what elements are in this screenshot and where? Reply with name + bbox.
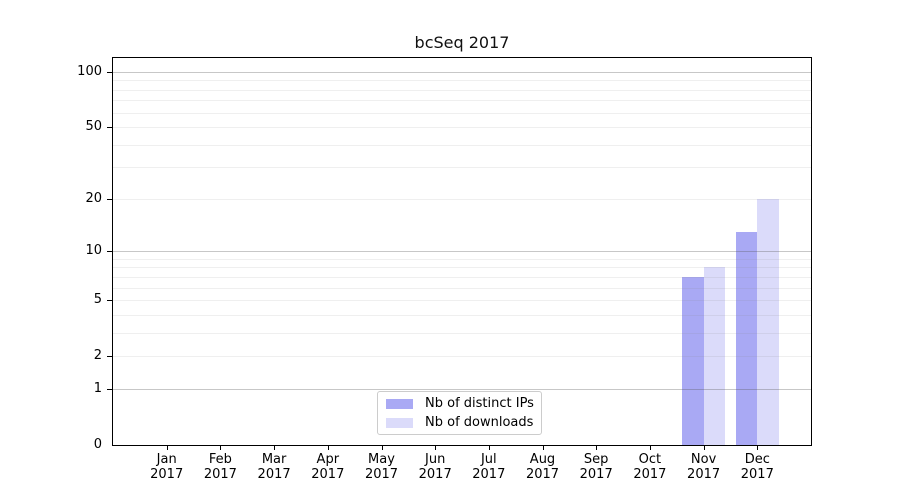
legend-label-downloads: Nb of downloads (425, 415, 534, 430)
gridline-50 (113, 127, 811, 129)
x-tick-year-may: 2017 (364, 467, 399, 482)
y-tick-10 (107, 251, 113, 253)
gridline-9 (113, 258, 811, 260)
gridline-100 (113, 71, 811, 73)
y-tick-100 (107, 71, 113, 73)
x-tick-may (381, 446, 383, 450)
y-tick-50 (107, 127, 113, 129)
legend-label-distinct-ips: Nb of distinct IPs (425, 396, 534, 411)
y-tick-label-100: 100 (77, 63, 102, 79)
gridline-30 (113, 167, 811, 169)
x-tick-label-jun: Jun 2017 (403, 452, 467, 482)
x-tick-month-may: May (368, 452, 395, 467)
gridline-20 (113, 198, 811, 200)
gridline-6 (113, 287, 811, 289)
x-tick-label-jan: Jan 2017 (135, 452, 199, 482)
gridline-7 (113, 276, 811, 278)
x-tick-label-nov: Nov 2017 (672, 452, 736, 482)
x-tick-month-feb: Feb (208, 452, 232, 467)
x-tick-label-sep: Sep 2017 (564, 452, 628, 482)
x-tick-year-feb: 2017 (203, 467, 237, 482)
x-tick-month-apr: Apr (316, 452, 340, 467)
x-tick-aug (542, 446, 544, 450)
x-tick-month-aug: Aug (529, 452, 556, 467)
x-tick-apr (327, 446, 329, 450)
y-tick-label-0: 0 (93, 437, 102, 452)
gridline-1 (113, 388, 811, 390)
legend-swatch-downloads (386, 417, 413, 428)
y-tick-label-2: 2 (93, 348, 102, 364)
x-tick-year-dec: 2017 (740, 467, 774, 482)
gridline-8 (113, 267, 811, 269)
x-tick-label-dec: Dec 2017 (725, 452, 789, 482)
x-tick-year-oct: 2017 (633, 467, 667, 482)
y-tick-label-5: 5 (93, 292, 102, 308)
x-tick-month-sep: Sep (583, 452, 609, 467)
y-tick-20 (107, 198, 113, 200)
gridline-3 (113, 332, 811, 334)
y-tick-1 (107, 388, 113, 390)
x-tick-year-jan: 2017 (150, 467, 184, 482)
x-tick-month-jun: Jun (425, 452, 446, 467)
gridline-2 (113, 356, 811, 358)
x-tick-mar (274, 446, 276, 450)
x-tick-year-mar: 2017 (257, 467, 291, 482)
gridline-5 (113, 300, 811, 302)
x-tick-month-jan: Jan (156, 452, 177, 467)
x-tick-jun (435, 446, 437, 450)
x-tick-label-aug: Aug 2017 (511, 452, 575, 482)
x-tick-jul (488, 446, 490, 450)
x-tick-year-sep: 2017 (579, 467, 613, 482)
chart-title: bcSeq 2017 (414, 33, 510, 52)
bar-downloads-dec (757, 198, 779, 445)
plot-area: Nb of distinct IPs Nb of downloads (112, 57, 812, 446)
gridline-60 (113, 112, 811, 114)
x-tick-label-oct: Oct 2017 (618, 452, 682, 482)
bar-downloads-nov (703, 267, 726, 445)
gridline-10 (113, 251, 811, 253)
x-tick-feb (220, 446, 222, 450)
gridline-70 (113, 100, 811, 102)
x-tick-year-aug: 2017 (525, 467, 560, 482)
x-tick-month-dec: Dec (744, 452, 770, 467)
legend: Nb of distinct IPs Nb of downloads (377, 391, 542, 435)
y-tick-2 (107, 356, 113, 358)
y-tick-label-50: 50 (85, 119, 102, 135)
legend-row-distinct-ips: Nb of distinct IPs (386, 394, 535, 413)
x-tick-year-jun: 2017 (418, 467, 452, 482)
x-tick-label-feb: Feb 2017 (188, 452, 252, 482)
x-tick-oct (649, 446, 651, 450)
x-tick-sep (596, 446, 598, 450)
x-tick-label-may: May 2017 (350, 452, 414, 482)
x-tick-year-nov: 2017 (687, 467, 721, 482)
y-tick-label-20: 20 (85, 190, 102, 206)
x-tick-label-jul: Jul 2017 (457, 452, 521, 482)
x-tick-month-jul: Jul (480, 452, 497, 467)
x-tick-month-oct: Oct (638, 452, 662, 467)
gridline-80 (113, 89, 811, 91)
legend-swatch-distinct-ips (386, 398, 413, 409)
x-tick-month-mar: Mar (261, 452, 287, 467)
bar-distinct-ips-dec (735, 231, 758, 445)
x-tick-month-nov: Nov (690, 452, 717, 467)
gridline-4 (113, 314, 811, 316)
y-tick-label-10: 10 (85, 243, 102, 259)
x-tick-nov (703, 446, 705, 450)
bar-distinct-ips-nov (682, 276, 704, 445)
x-tick-label-apr: Apr 2017 (296, 452, 360, 482)
x-tick-jan (166, 446, 168, 450)
x-tick-label-mar: Mar 2017 (242, 452, 306, 482)
x-tick-year-apr: 2017 (311, 467, 345, 482)
x-tick-dec (757, 446, 759, 450)
gridline-90 (113, 80, 811, 82)
y-tick-label-1: 1 (93, 380, 102, 396)
legend-row-downloads: Nb of downloads (386, 413, 535, 432)
x-tick-year-jul: 2017 (472, 467, 506, 482)
gridline-40 (113, 144, 811, 146)
y-tick-5 (107, 300, 113, 302)
